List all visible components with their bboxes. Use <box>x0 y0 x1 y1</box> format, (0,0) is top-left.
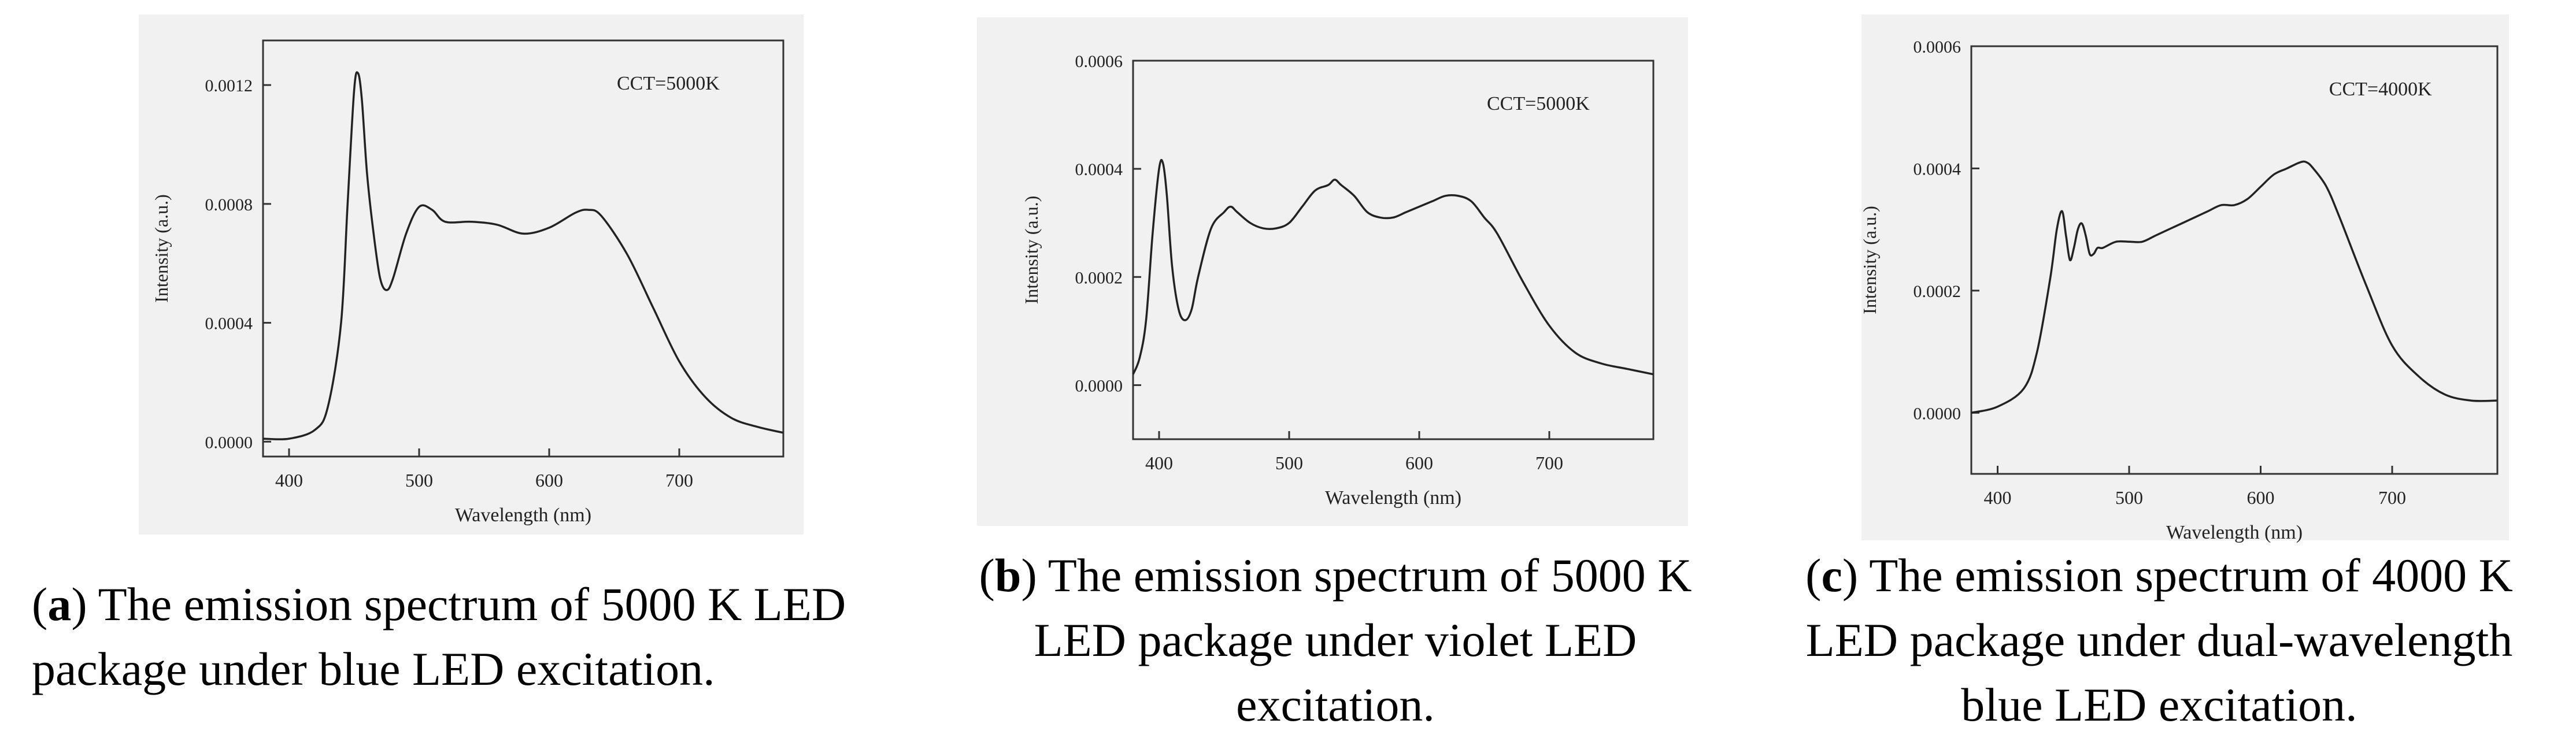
chart-c-cct-annotation: CCT=4000K <box>2329 79 2432 100</box>
chart-b-background <box>977 17 1688 526</box>
chart-a-y-tick-label: 0.0012 <box>205 76 253 95</box>
chart-c-y-tick-label: 0.0004 <box>1914 159 1961 179</box>
chart-c-y-tick-label: 0.0000 <box>1914 404 1961 423</box>
chart-a-y-tick-label: 0.0004 <box>205 314 253 333</box>
chart-c-x-tick-label: 500 <box>2115 487 2143 508</box>
chart-panel-c: 400 500 600 700 0.0000 0.0002 0.0004 0.0006 Wave… <box>1859 14 2509 543</box>
chart-a: 400 500 600 700 0.0000 0.0004 0.0008 0.0012 Wave… <box>151 39 784 526</box>
chart-b: 400 500 600 700 0.0000 0.0002 0.0004 0.0006 Wave… <box>1021 52 1655 509</box>
chart-b-plot-frame <box>1132 60 1655 440</box>
caption-c-letter: c <box>1821 549 1842 602</box>
chart-a-x-tick-label: 500 <box>405 470 433 491</box>
chart-a-background <box>139 14 804 535</box>
chart-b-y-tick-label: 0.0002 <box>1075 268 1123 287</box>
chart-a-spectrum-line <box>262 71 784 440</box>
caption-c: (c) The emission spectrum of 4000 K LED … <box>1805 549 2513 731</box>
caption-a: (a) The emission spectrum of 5000 K LED … <box>32 578 846 695</box>
chart-c-spectrum-line <box>1971 160 2498 414</box>
chart-b-cct-annotation: CCT=5000K <box>1487 93 1590 114</box>
caption-a-text: The emission spectrum of 5000 K LED pack… <box>32 578 846 695</box>
chart-b-x-axis-label: Wavelength (nm) <box>1325 487 1461 509</box>
caption-b-text: The emission spectrum of 5000 K LED pack… <box>1034 549 1692 731</box>
chart-b-y-tick-label: 0.0004 <box>1075 160 1123 179</box>
chart-b-x-tick-label: 600 <box>1405 452 1433 473</box>
chart-panel-a: 400 500 600 700 0.0000 0.0004 0.0008 0.0012 Wave… <box>139 14 804 535</box>
chart-b-x-tick-label: 400 <box>1145 452 1173 473</box>
chart-c: 400 500 600 700 0.0000 0.0002 0.0004 0.0006 Wave… <box>1859 38 2499 543</box>
chart-b-y-axis-label: Intensity (a.u.) <box>1021 196 1042 305</box>
chart-b-x-tick-label: 700 <box>1535 452 1563 473</box>
chart-a-plot-frame <box>262 39 784 458</box>
chart-c-x-tick-label: 600 <box>2247 487 2275 508</box>
chart-c-y-tick-label: 0.0006 <box>1914 38 1961 57</box>
caption-c-text: The emission spectrum of 4000 K LED pack… <box>1805 549 2513 731</box>
caption-b-letter: b <box>994 549 1021 602</box>
chart-a-y-tick-label: 0.0008 <box>205 195 253 214</box>
caption-a-letter: a <box>47 578 72 630</box>
chart-c-background <box>1861 14 2509 540</box>
chart-a-cct-annotation: CCT=5000K <box>617 73 720 94</box>
chart-c-y-axis-label: Intensity (a.u.) <box>1859 206 1880 314</box>
chart-b-y-tick-label: 0.0006 <box>1075 52 1123 71</box>
chart-c-x-tick-label: 400 <box>1984 487 2012 508</box>
chart-panel-b: 400 500 600 700 0.0000 0.0002 0.0004 0.0006 Wave… <box>977 17 1688 526</box>
chart-a-y-tick-label: 0.0000 <box>205 433 253 452</box>
chart-c-x-tick-label: 700 <box>2378 487 2406 508</box>
chart-b-spectrum-line <box>1132 159 1654 376</box>
chart-c-x-axis-label: Wavelength (nm) <box>2166 522 2303 543</box>
chart-a-x-tick-label: 700 <box>665 470 693 491</box>
chart-c-y-tick-label: 0.0002 <box>1914 282 1961 301</box>
chart-a-x-tick-label: 400 <box>275 470 303 491</box>
chart-a-x-tick-label: 600 <box>535 470 563 491</box>
chart-b-y-tick-label: 0.0000 <box>1075 376 1123 395</box>
chart-b-x-tick-label: 500 <box>1275 452 1303 473</box>
chart-a-x-axis-label: Wavelength (nm) <box>455 505 591 526</box>
chart-a-y-axis-label: Intensity (a.u.) <box>151 194 172 303</box>
chart-c-plot-frame <box>1970 45 2499 475</box>
caption-b: (b) The emission spectrum of 5000 K LED … <box>979 549 1692 731</box>
